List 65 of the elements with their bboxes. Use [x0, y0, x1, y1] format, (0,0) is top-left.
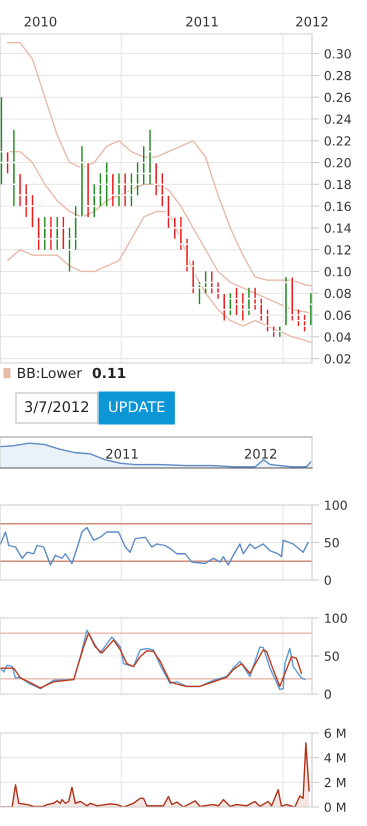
- text: 3/7/2012: [25, 401, 88, 414]
- candlestick: [252, 287, 258, 310]
- y-tick-label: 0.08: [324, 288, 351, 298]
- y-tick-label: 0.12: [324, 245, 350, 255]
- candlestick: [184, 238, 190, 272]
- y-tick-label: 0.02: [324, 354, 350, 364]
- candlestick: [166, 194, 171, 229]
- y-tick-label: 0: [324, 575, 331, 585]
- y-tick-label: 0.22: [324, 136, 350, 146]
- line-series: [0, 526, 309, 566]
- candlestick: [12, 129, 16, 207]
- candlestick: [135, 162, 140, 196]
- candlestick: [30, 194, 35, 229]
- text: 0.11: [92, 368, 126, 378]
- y-tick-label: 0: [324, 689, 331, 699]
- candlestick: [302, 314, 307, 332]
- candlestick: [296, 308, 301, 327]
- candlestick: [18, 172, 22, 207]
- x-tick-label: 2010: [24, 16, 56, 27]
- candlestick: [116, 172, 122, 207]
- y-tick-label: 0 M: [324, 802, 346, 812]
- candlestick: [142, 146, 146, 186]
- candlestick: [0, 96, 4, 186]
- y-tick-label: 0.10: [324, 266, 351, 276]
- candlestick: [216, 282, 220, 300]
- x-tick-label: 2011: [186, 16, 218, 27]
- y-tick-label: 0.18: [324, 180, 351, 190]
- y-tick-label: 100: [325, 500, 347, 510]
- x-tick-label: 2012: [296, 16, 328, 27]
- y-tick-label: 0.06: [324, 310, 351, 320]
- candlestick: [259, 298, 264, 322]
- candlestick: [74, 205, 78, 250]
- y-tick-label: 6 M: [324, 728, 346, 738]
- candlestick: [24, 184, 28, 218]
- candlestick: [67, 227, 72, 272]
- candlestick: [234, 287, 239, 316]
- candlestick: [308, 292, 312, 327]
- line-series: [6, 42, 312, 286]
- x-tick-label: 2011: [106, 448, 138, 459]
- y-tick-label: 0.28: [324, 70, 351, 80]
- candlestick: [265, 308, 270, 332]
- text: UPDATE: [109, 401, 164, 412]
- y-tick-label: 50: [324, 651, 339, 661]
- candlestick: [148, 129, 152, 186]
- x-tick-label: 2012: [244, 448, 276, 459]
- candlestick: [129, 172, 134, 207]
- y-tick-label: 0.20: [324, 158, 351, 168]
- y-tick-label: 50: [324, 538, 339, 548]
- y-tick-label: 4 M: [324, 753, 346, 762]
- candlestick: [246, 287, 252, 316]
- y-tick-label: 0.24: [324, 114, 351, 124]
- y-tick-label: 0.26: [324, 92, 351, 102]
- candlestick: [197, 282, 202, 305]
- y-tick-label: 0.04: [324, 332, 351, 342]
- y-tick-label: 0.16: [324, 202, 351, 212]
- candlestick: [240, 292, 245, 322]
- y-tick-label: 2 M: [324, 778, 346, 788]
- y-tick-label: 100: [325, 613, 347, 623]
- legend-label: BB:Lower: [18, 368, 82, 378]
- candlestick: [48, 216, 54, 250]
- y-tick-label: 0.30: [324, 49, 351, 59]
- candlestick: [122, 172, 128, 207]
- candlestick: [191, 260, 196, 294]
- y-tick-label: 0.14: [324, 223, 351, 233]
- candlestick: [5, 150, 10, 174]
